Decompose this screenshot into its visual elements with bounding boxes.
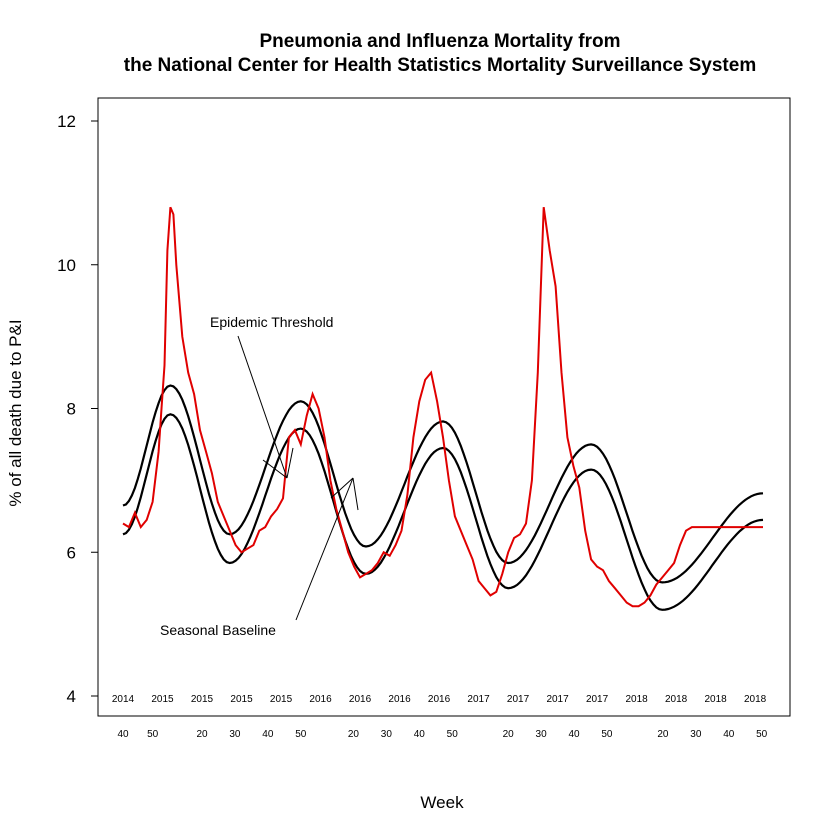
x-year-tick-label: 2018	[744, 694, 767, 705]
x-week-tick-label: 50	[447, 729, 459, 740]
x-year-tick-label: 2017	[507, 694, 530, 705]
x-year-tick-label: 2016	[349, 694, 372, 705]
x-week-tick-label: 50	[756, 729, 768, 740]
epidemic-threshold-label: Epidemic Threshold	[210, 314, 333, 330]
x-week-tick-label: 40	[262, 729, 274, 740]
x-week-tick-label: 30	[690, 729, 702, 740]
x-week-tick-label: 20	[348, 729, 360, 740]
x-week-tick-label: 40	[568, 729, 580, 740]
x-week-tick-label: 30	[536, 729, 548, 740]
x-year-tick-label: 2017	[546, 694, 569, 705]
plot-frame	[97, 97, 791, 717]
x-year-tick-label: 2016	[388, 694, 411, 705]
x-year-tick-label: 2015	[191, 694, 214, 705]
x-year-tick-label: 2017	[586, 694, 609, 705]
seasonal-baseline-arrow-a	[330, 477, 354, 499]
annotation-epidemic-threshold: Epidemic Threshold	[210, 314, 333, 479]
x-week-tick-label: 20	[657, 729, 669, 740]
x-week-tick-label: 50	[147, 729, 159, 740]
y-tick-label: 4	[67, 687, 76, 706]
annotation-seasonal-baseline: Seasonal Baseline	[160, 477, 359, 638]
epidemic-threshold-line	[122, 384, 764, 584]
epidemic-threshold-leader	[237, 335, 288, 479]
y-tick-label: 12	[57, 112, 76, 131]
x-week-ticks: 40 50 20 30 40 50 20 30 40 50 20 30 40 50 20 30 40 50	[117, 729, 767, 740]
epidemic-threshold-arrow-b	[286, 447, 294, 479]
x-week-tick-label: 50	[601, 729, 613, 740]
x-year-tick-label: 2017	[467, 694, 490, 705]
observed-mortality-line	[122, 206, 763, 608]
x-week-tick-label: 50	[295, 729, 307, 740]
x-year-tick-label: 2016	[309, 694, 332, 705]
x-week-tick-label: 40	[414, 729, 426, 740]
seasonal-baseline-leader	[295, 477, 354, 621]
y-tick-label: 10	[57, 256, 76, 275]
x-week-tick-label: 40	[723, 729, 735, 740]
x-year-tick-label: 2015	[230, 694, 253, 705]
x-year-tick-label: 2018	[625, 694, 648, 705]
x-year-tick-label: 2014	[112, 694, 135, 705]
x-year-tick-label: 2018	[665, 694, 688, 705]
x-year-tick-label: 2018	[704, 694, 727, 705]
seasonal-baseline-arrow-b	[352, 477, 359, 511]
chart-title-line2: the National Center for Health Statistic…	[124, 55, 756, 76]
chart-title-line1: Pneumonia and Influenza Mortality from	[259, 31, 620, 52]
y-axis-label: % of all death due to P&I	[6, 319, 25, 506]
x-year-ticks: 2014 2015 2015 2015 2015 2016 2016 2016 2016 2017…	[112, 694, 767, 705]
x-week-tick-label: 20	[503, 729, 515, 740]
x-week-tick-label: 30	[229, 729, 241, 740]
seasonal-baseline-line	[122, 413, 764, 611]
x-week-tick-label: 20	[196, 729, 208, 740]
seasonal-baseline-label: Seasonal Baseline	[160, 622, 276, 638]
y-tick-label: 8	[67, 400, 76, 419]
x-week-tick-label: 30	[381, 729, 393, 740]
x-week-tick-label: 40	[117, 729, 129, 740]
x-year-tick-label: 2015	[151, 694, 174, 705]
series-layer	[122, 206, 764, 611]
x-year-tick-label: 2016	[428, 694, 451, 705]
y-tick-label: 6	[67, 543, 76, 562]
x-axis-label: Week	[420, 793, 464, 812]
epidemic-threshold-arrow-a	[262, 459, 288, 479]
x-year-tick-label: 2015	[270, 694, 293, 705]
y-axis: 4 6 8 10 12	[57, 112, 98, 706]
